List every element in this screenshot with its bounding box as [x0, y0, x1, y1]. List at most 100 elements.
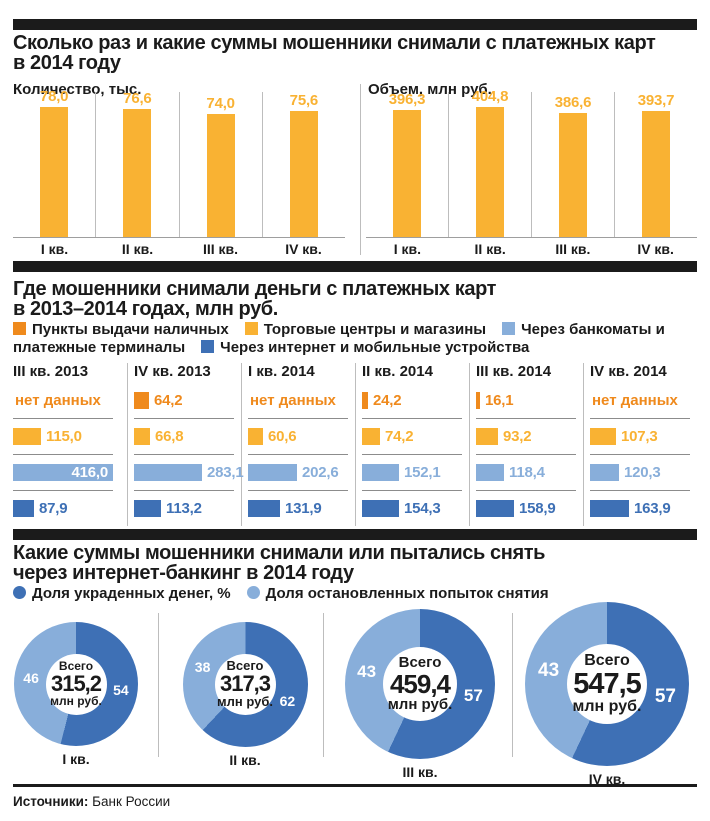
stopped-percent-label: 43: [538, 659, 560, 681]
section1-title: Сколько раз и какие суммы мошенники сним…: [13, 33, 656, 74]
quarter-column: IV кв. 2013 64,2 66,8 283,1 113,2: [127, 363, 244, 526]
stolen-percent-label: 57: [654, 686, 676, 708]
legend-label: Через интернет и мобильные устройства: [220, 338, 530, 356]
bar-row: 66,8: [134, 419, 234, 455]
legend-item: Через интернет и мобильные устройства: [201, 339, 529, 356]
stopped-percent-label: 46: [23, 670, 39, 687]
bar-row: нет данных: [13, 383, 113, 419]
bar-value-label: 87,9: [39, 500, 68, 517]
category-label: III кв.: [555, 241, 591, 257]
donut-chart: Всего 315,2 млн руб.: [14, 622, 138, 746]
donut-center: Всего 317,3 млн руб.: [214, 653, 276, 715]
bar-value-label: 24,2: [373, 392, 402, 409]
bar: [362, 392, 368, 409]
bar-value-label: 152,1: [404, 464, 441, 481]
quarter-column-header: IV кв. 2014: [590, 363, 667, 380]
bar: [362, 500, 399, 517]
bar-row: 115,0: [13, 419, 113, 455]
category-label: I кв.: [40, 241, 69, 257]
legend-swatch: [13, 586, 26, 599]
bar-value-label: 93,2: [503, 428, 532, 445]
bar: [134, 500, 161, 517]
bar-row: 64,2: [134, 383, 234, 419]
donut-category-label: II кв.: [229, 751, 261, 768]
bar-row: 74,2: [362, 419, 462, 455]
bar-row: 113,2: [134, 491, 234, 526]
bar-value-label: 283,1: [207, 464, 244, 481]
bar: [476, 464, 504, 481]
bar-value-label: 396,3: [388, 91, 426, 108]
legend-item: Пункты выдачи наличных: [13, 321, 229, 338]
donut-total-caption: Всего: [584, 651, 630, 669]
title-line: в 2014 году: [13, 52, 121, 74]
title-line: Какие суммы мошенники снимали или пытали…: [13, 542, 546, 564]
bar: [13, 428, 41, 445]
bar-row: нет данных: [248, 383, 348, 419]
bar-row: 202,6: [248, 455, 348, 491]
category-label: II кв.: [474, 241, 506, 257]
bar-value-label: 154,3: [404, 500, 441, 517]
donut-total-caption: Всего: [58, 659, 94, 674]
bar-row: 120,3: [590, 455, 690, 491]
section2-divider-bar: [13, 261, 697, 272]
bar-value-label: 163,9: [634, 500, 671, 517]
no-data-label: нет данных: [592, 392, 678, 409]
legend-label: Торговые центры и магазины: [263, 321, 487, 338]
chart-separator-line: [360, 84, 361, 255]
section2-title: Где мошенники снимали деньги с платежных…: [13, 279, 496, 319]
title-line: Где мошенники снимали деньги с платежных…: [13, 278, 497, 300]
donut-center: Всего 459,4 млн руб.: [383, 647, 457, 721]
donut-chart: Всего 317,3 млн руб.: [182, 621, 308, 747]
legend-item: Доля украденных денег, %: [13, 585, 231, 602]
legend-item: Через банкоматы и платежные терминалы: [13, 321, 665, 356]
bar-value-label: 118,4: [509, 464, 545, 481]
legend-label: Доля украденных денег, %: [32, 585, 231, 602]
category-label: IV кв.: [637, 241, 674, 257]
bar: [362, 464, 399, 481]
bar: [362, 428, 380, 445]
bar: [123, 109, 152, 237]
donut-total-unit: млн руб.: [572, 697, 642, 715]
count-bar-chart: 78,0 76,6 74,0 75,6: [13, 88, 345, 238]
bar: [642, 111, 670, 237]
bar-row: 93,2: [476, 419, 576, 455]
quarter-column-header: I кв. 2014: [248, 363, 315, 380]
quarter-column-header: IV кв. 2013: [134, 363, 211, 380]
bar-row: 283,1: [134, 455, 244, 491]
bar-row: 107,3: [590, 419, 690, 455]
legend-swatch: [246, 586, 260, 599]
legend-label: Через банкоматы и платежные терминалы: [13, 321, 665, 356]
legend-swatch: [201, 339, 215, 353]
bar-value-label: 107,3: [621, 428, 658, 445]
bar: [476, 107, 504, 237]
bar-row: 24,2: [362, 383, 462, 419]
donut-total-value: 317,3: [219, 671, 271, 696]
donut-total-unit: млн руб.: [387, 696, 453, 713]
stolen-percent-label: 62: [279, 692, 296, 709]
bar-value-label: 64,2: [154, 392, 183, 409]
bar: [134, 392, 149, 409]
count-chart-categories: I кв. II кв. III кв. IV кв.: [13, 241, 345, 257]
bar: [590, 500, 629, 517]
bar-value-label: 76,6: [123, 90, 152, 107]
volume-chart-categories: I кв. II кв. III кв. IV кв.: [366, 241, 697, 257]
bar-value-label: 404,8: [471, 88, 509, 105]
donut-total-caption: Всего: [398, 654, 442, 672]
donut-total-value: 547,5: [573, 667, 642, 700]
bar-value-label: 113,2: [166, 500, 202, 517]
donut-total-value: 315,2: [50, 671, 102, 696]
bar-row: 158,9: [476, 491, 576, 526]
bar-row: 163,9: [590, 491, 690, 526]
donut-total-caption: Всего: [226, 658, 264, 674]
quarter-column: II кв. 2014 24,2 74,2 152,1 154,3: [355, 363, 469, 526]
bar-row: 87,9: [13, 491, 113, 526]
stolen-percent-label: 57: [463, 685, 483, 705]
quarter-column: IV кв. 2014 нет данных 107,3 120,3 163,9: [583, 363, 697, 526]
bar-slot: 404,8: [448, 88, 531, 237]
bar: [393, 110, 421, 237]
bar-value-label: 74,0: [206, 95, 235, 112]
category-label: III кв.: [202, 241, 239, 257]
bar-value-label: 75,6: [289, 92, 319, 109]
donut-chart: Всего 459,4 млн руб.: [345, 609, 495, 759]
